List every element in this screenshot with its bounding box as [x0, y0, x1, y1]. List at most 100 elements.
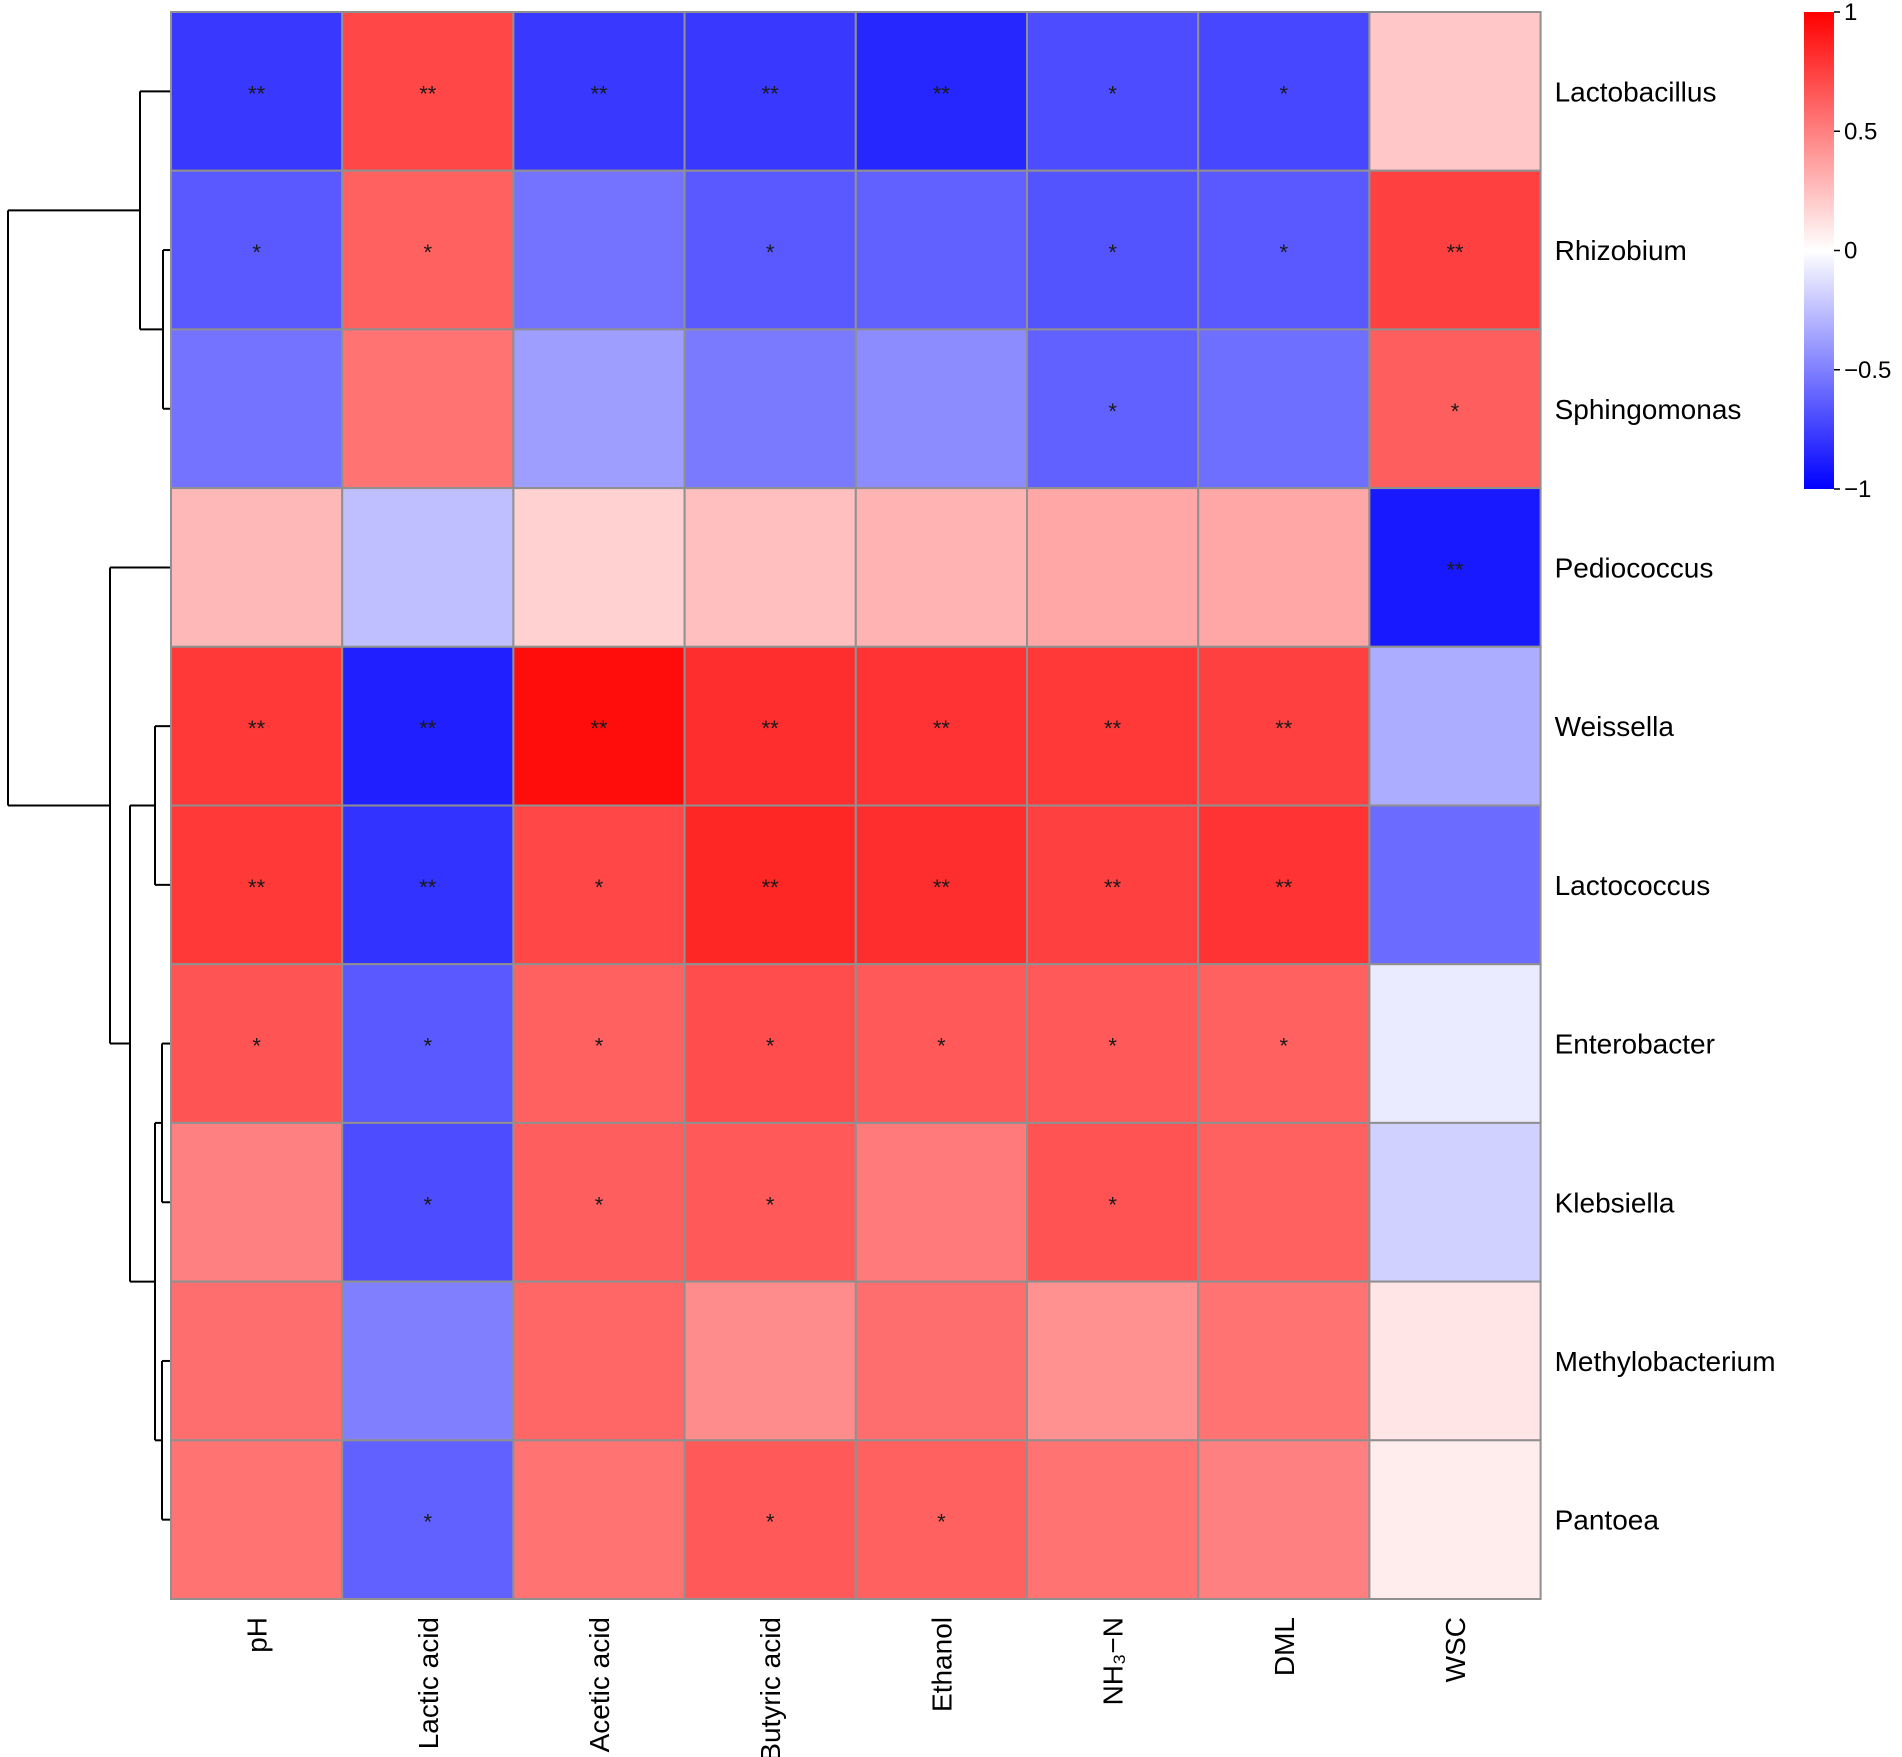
row-label-sphingomonas: Sphingomonas [1555, 394, 1742, 425]
heatmap-cell-klebsiella-ph [170, 1121, 344, 1283]
heatmap-cell-lactobacillus-lactic-acid [341, 11, 515, 172]
heatmap-cell-lactococcus-ethanol [854, 804, 1028, 966]
heatmap-cell-lactobacillus-wsc [1368, 11, 1542, 172]
heatmap-cell-pantoea-butyric-acid [683, 1439, 857, 1601]
heatmap-cell-pediococcus-dml [1197, 487, 1371, 648]
heatmap-cell-klebsiella-lactic-acid [341, 1121, 515, 1283]
heatmap-cell-klebsiella-dml [1197, 1121, 1371, 1283]
column-label-ethanol: Ethanol [926, 1617, 957, 1712]
significance-mark: * [1108, 1034, 1117, 1059]
heatmap-cell-sphingomonas-acetic-acid [512, 328, 686, 490]
heatmap-cell-lactobacillus-ethanol [854, 11, 1028, 172]
heatmap-cell-weissella-ethanol [854, 645, 1028, 807]
heatmap-cell-pediococcus-butyric-acid [683, 487, 857, 648]
heatmap-cell-pantoea-acetic-acid [512, 1439, 686, 1601]
legend-tick-label: 0.5 [1844, 118, 1877, 145]
significance-mark: * [766, 1034, 775, 1059]
heatmap-cell-weissella-wsc [1368, 645, 1542, 807]
heatmap-cell-lactococcus-nh-n [1026, 804, 1200, 966]
color-legend-ticks: 1 0.5 0 −0.5 −1 [1834, 0, 1891, 503]
column-label-lactic-acid: Lactic acid [413, 1617, 444, 1749]
significance-mark: * [595, 1034, 604, 1059]
significance-mark: ** [933, 81, 951, 106]
heatmap-cell-rhizobium-ph [170, 169, 344, 331]
heatmap-cell-pantoea-ph [170, 1439, 344, 1601]
significance-mark: * [1451, 399, 1460, 424]
significance-mark: ** [762, 81, 780, 106]
significance-mark: * [937, 1510, 946, 1535]
significance-mark: ** [590, 81, 608, 106]
significance-mark: * [1108, 81, 1117, 106]
heatmap-cell-methylobacterium-nh-n [1026, 1280, 1200, 1442]
heatmap-cell-pediococcus-lactic-acid [341, 487, 515, 648]
heatmap-cell-pediococcus-ethanol [854, 487, 1028, 648]
row-label-rhizobium: Rhizobium [1555, 235, 1687, 266]
row-label-enterobacter: Enterobacter [1555, 1029, 1715, 1060]
legend-tick-label: −1 [1844, 476, 1871, 503]
heatmap-cell-sphingomonas-butyric-acid [683, 328, 857, 490]
column-label-wsc: WSC [1440, 1617, 1471, 1682]
row-label-methylobacterium: Methylobacterium [1555, 1346, 1776, 1377]
significance-mark: ** [248, 875, 266, 900]
row-labels: Lactobacillus Rhizobium Sphingomonas Pedioc… [1555, 76, 1776, 1535]
heatmap-cell-rhizobium-acetic-acid [512, 169, 686, 331]
significance-mark: * [595, 875, 604, 900]
significance-mark: ** [419, 81, 437, 106]
heatmap-cell-klebsiella-ethanol [854, 1121, 1028, 1283]
significance-mark: ** [248, 81, 266, 106]
significance-mark: * [252, 240, 261, 265]
heatmap-cell-enterobacter-wsc [1368, 963, 1542, 1124]
heatmap-cell-pantoea-wsc [1368, 1439, 1542, 1601]
heatmap-cell-sphingomonas-dml [1197, 328, 1371, 490]
heatmap-cell-rhizobium-ethanol [854, 169, 1028, 331]
heatmap-cell-methylobacterium-ethanol [854, 1280, 1028, 1442]
significance-mark: ** [933, 875, 951, 900]
significance-mark: * [1280, 1034, 1289, 1059]
heatmap-cells: ** ** ** ** ** * ** * * * * *** ***** ** ** ** ** ** **** *… [170, 11, 1542, 1601]
significance-mark: ** [762, 716, 780, 741]
heatmap-cell-lactococcus-acetic-acid [512, 804, 686, 966]
significance-mark: * [937, 1034, 946, 1059]
heatmap-cell-weissella-ph [170, 645, 344, 807]
significance-mark: ** [933, 716, 951, 741]
heatmap-cell-lactobacillus-butyric-acid [683, 11, 857, 172]
column-label-dml: DML [1269, 1617, 1300, 1676]
row-dendrogram [7, 90, 171, 1521]
column-label-acetic-acid: Acetic acid [584, 1617, 615, 1752]
heatmap-cell-enterobacter-ph [170, 963, 344, 1124]
heatmap-cell-rhizobium-lactic-acid [341, 169, 515, 331]
significance-mark: * [1280, 81, 1289, 106]
heatmap-cell-lactobacillus-acetic-acid [512, 11, 686, 172]
heatmap-cell-pediococcus-ph [170, 487, 344, 648]
significance-mark: * [1108, 1192, 1117, 1217]
heatmap-cell-pantoea-lactic-acid [341, 1439, 515, 1601]
significance-mark: ** [1275, 716, 1293, 741]
significance-mark: ** [419, 716, 437, 741]
column-label-butyric-acid: Butyric acid [755, 1617, 786, 1757]
significance-mark: * [766, 1510, 775, 1535]
heatmap-cell-weissella-nh-n [1026, 645, 1200, 807]
heatmap-cell-klebsiella-wsc [1368, 1121, 1542, 1283]
row-label-klebsiella: Klebsiella [1555, 1187, 1675, 1218]
heatmap-cell-pantoea-dml [1197, 1439, 1371, 1601]
heatmap-cell-methylobacterium-wsc [1368, 1280, 1542, 1442]
heatmap-cell-methylobacterium-dml [1197, 1280, 1371, 1442]
row-label-lactobacillus: Lactobacillus [1555, 76, 1717, 107]
column-label-ph: pH [242, 1617, 273, 1653]
heatmap-cell-weissella-lactic-acid [341, 645, 515, 807]
color-legend: 1 0.5 0 −0.5 −1 [1804, 0, 1891, 503]
row-label-lactococcus: Lactococcus [1555, 870, 1711, 901]
column-labels: pH Lactic acid Acetic acid Butyric acid Etha… [242, 1617, 1471, 1757]
heatmap-cell-lactococcus-butyric-acid [683, 804, 857, 966]
legend-tick-label: 0 [1844, 238, 1857, 265]
heatmap-cell-lactococcus-dml [1197, 804, 1371, 966]
significance-mark: ** [419, 875, 437, 900]
heatmap-cell-methylobacterium-ph [170, 1280, 344, 1442]
heatmap-cell-pediococcus-wsc [1368, 487, 1542, 648]
row-label-pediococcus: Pediococcus [1555, 552, 1714, 583]
heatmap-cell-lactobacillus-dml [1197, 11, 1371, 172]
significance-mark: * [252, 1034, 261, 1059]
heatmap-cell-sphingomonas-lactic-acid [341, 328, 515, 490]
significance-mark: ** [1446, 240, 1464, 265]
